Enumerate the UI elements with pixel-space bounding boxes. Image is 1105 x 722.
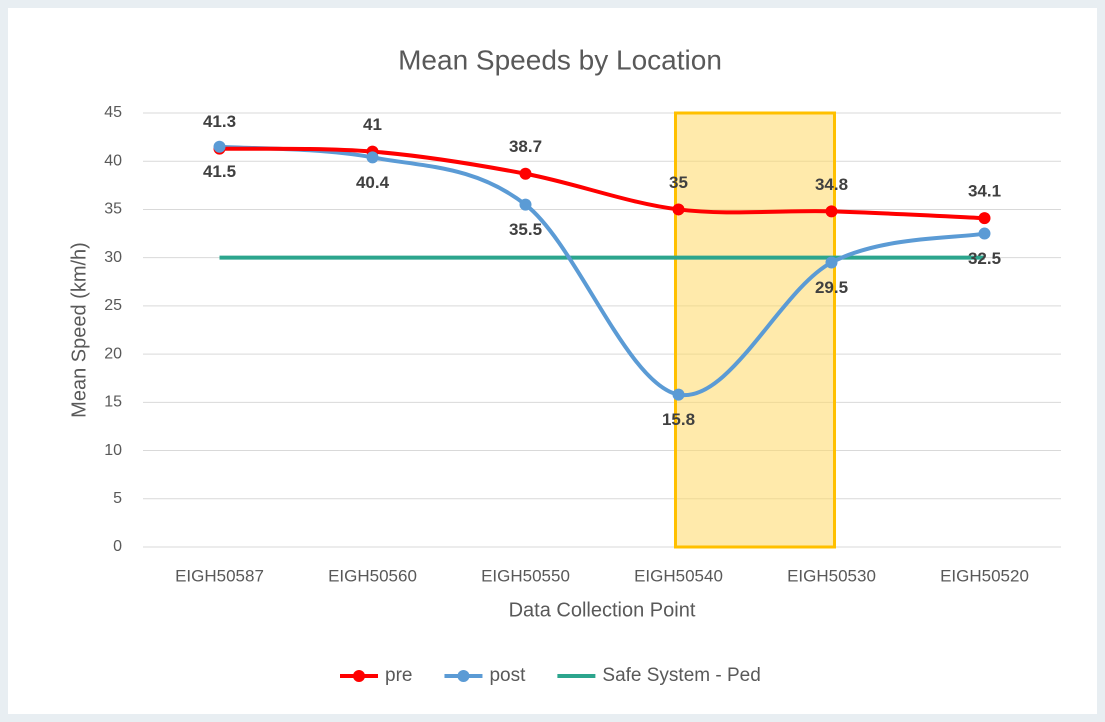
data-label: 41 [363,115,382,134]
data-label: 35 [669,173,688,192]
y-tick-label: 40 [104,152,122,169]
legend-label: Safe System - Ped [602,665,760,686]
legend-label: post [489,665,526,686]
data-label: 32.5 [968,249,1001,268]
chart-panel [8,8,1097,714]
data-point [978,212,991,225]
legend-label: pre [385,665,412,686]
legend-marker [457,670,470,682]
x-tick-label: EIGH50540 [634,566,723,585]
x-tick-label: EIGH50530 [787,566,876,585]
x-tick-label: EIGH50587 [175,566,264,585]
data-label: 35.5 [509,220,542,239]
x-tick-label: EIGH50550 [481,566,570,585]
data-point [366,151,379,164]
y-tick-label: 35 [104,201,122,218]
data-point [519,167,532,180]
y-tick-label: 30 [104,249,122,266]
data-point [825,256,838,269]
y-tick-label: 25 [104,297,122,314]
chart-title: Mean Speeds by Location [398,44,722,75]
data-point [213,140,226,153]
data-label: 15.8 [662,410,695,429]
y-tick-label: 0 [113,538,122,555]
data-label: 29.5 [815,278,848,297]
y-tick-label: 5 [113,490,122,507]
data-point [825,205,838,218]
x-tick-label: EIGH50520 [940,566,1029,585]
highlight-box [674,111,836,549]
data-label: 38.7 [509,137,542,156]
y-axis-title: Mean Speed (km/h) [68,242,90,418]
y-tick-label: 10 [104,442,122,459]
data-label: 34.8 [815,175,848,194]
grid: 0 5 10 15 20 25 30 35 40 45 EIGH50587 EIGH50560 EIGH… [104,104,1061,585]
data-point [672,203,685,216]
legend-marker [353,670,365,682]
data-label: 41.5 [203,162,236,181]
data-point [672,388,685,401]
data-label: 40.4 [356,173,390,192]
series-line [219,146,985,221]
data-point [519,198,532,211]
y-tick-label: 15 [104,394,122,411]
y-tick-label: 20 [104,345,122,362]
data-point [978,227,991,240]
plot: 41.3 41 38.7 35 34.8 34.1 41.5 40.4 35.5 15.8 29.5… [203,112,1001,429]
x-axis-title: Data Collection Point [509,599,696,621]
y-tick-label: 45 [104,104,122,121]
data-label: 41.3 [203,112,236,131]
x-tick-label: EIGH50560 [328,566,417,585]
data-label: 34.1 [968,182,1001,201]
